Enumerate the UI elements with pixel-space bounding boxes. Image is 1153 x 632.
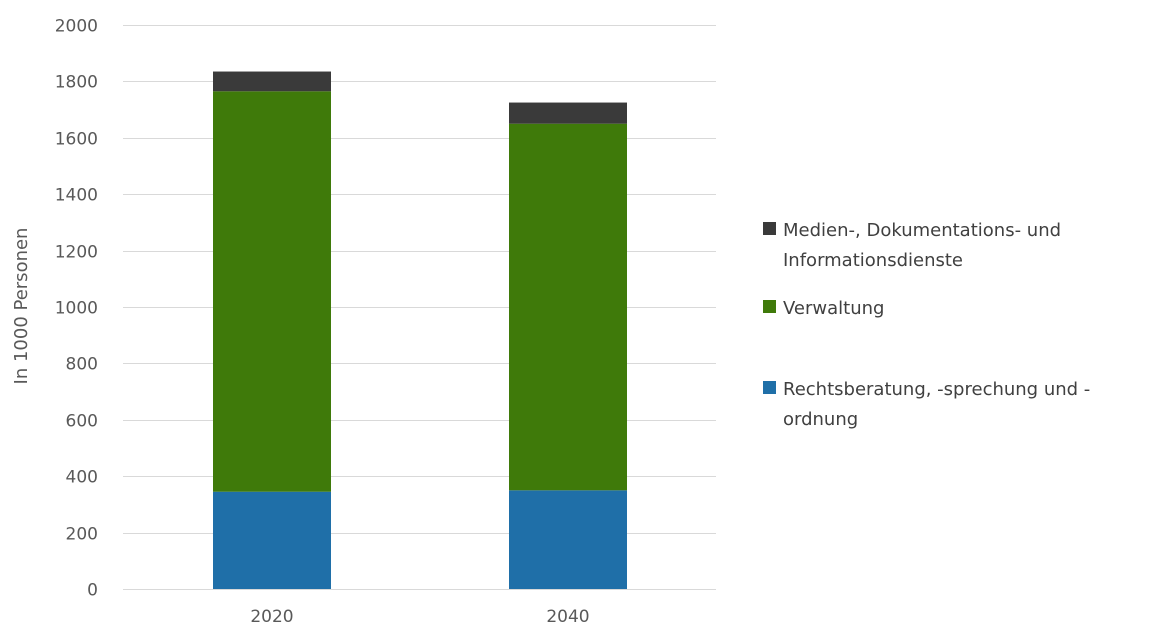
bar-segment-2020-series-2	[213, 71, 331, 92]
bar-segment-2020-series-1	[213, 91, 331, 492]
y-axis-ticks: 0 200 400 600 800 1000 1200 1400 1600 1800 2000	[55, 17, 98, 601]
bar-segment-2040-series-2	[509, 102, 627, 124]
legend-label: Rechtsberatung, -sprechung und -	[783, 379, 1090, 400]
bar-segment-2020-series-0	[213, 491, 331, 589]
legend-label: Informationsdienste	[783, 250, 963, 271]
bars	[213, 71, 627, 589]
x-tick-label: 2020	[250, 607, 293, 627]
y-tick-label: 200	[66, 525, 98, 545]
y-tick-label: 1000	[55, 299, 98, 319]
y-tick-label: 1400	[55, 186, 98, 206]
legend-label: Medien-, Dokumentations- und	[783, 220, 1061, 241]
legend-swatch	[763, 222, 776, 235]
y-tick-label: 600	[66, 412, 98, 432]
y-axis-title: In 1000 Personen	[11, 228, 32, 385]
y-tick-label: 1200	[55, 243, 98, 263]
legend-swatch	[763, 300, 776, 313]
y-tick-label: 1800	[55, 73, 98, 93]
bar-segment-2040-series-1	[509, 123, 627, 491]
y-tick-label: 2000	[55, 17, 98, 37]
legend: Medien-, Dokumentations- und Informations…	[763, 220, 1090, 430]
y-tick-label: 800	[66, 355, 98, 375]
y-tick-label: 0	[87, 581, 98, 601]
legend-label: ordnung	[783, 409, 858, 430]
x-tick-label: 2040	[546, 607, 589, 627]
gridlines	[123, 25, 716, 590]
legend-swatch	[763, 381, 776, 394]
bar-segment-2040-series-0	[509, 490, 627, 589]
x-axis-ticks: 2020 2040	[250, 607, 589, 627]
legend-label: Verwaltung	[783, 298, 884, 319]
y-tick-label: 1600	[55, 130, 98, 150]
y-tick-label: 400	[66, 468, 98, 488]
